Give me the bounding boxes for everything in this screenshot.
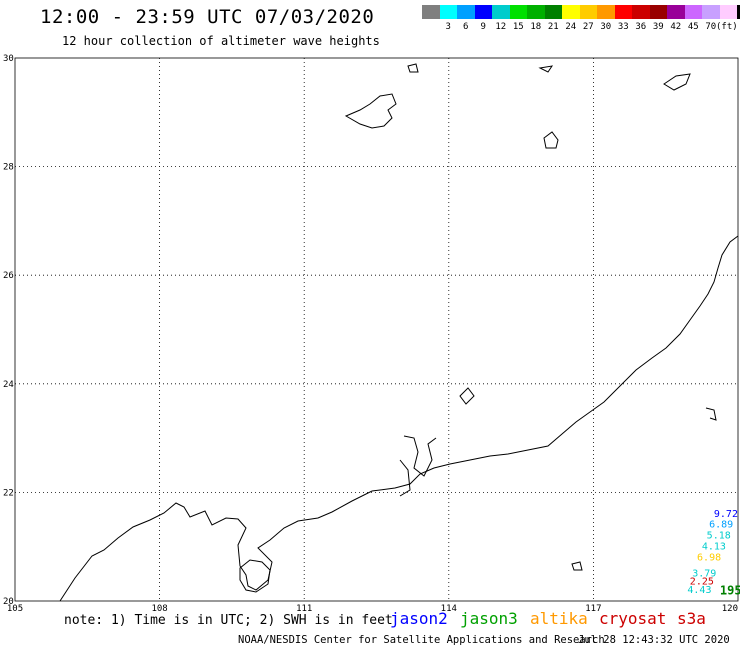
lat-tick-label: 30 (3, 54, 14, 64)
lon-tick-label: 105 (7, 604, 23, 614)
wave-height-label: 6.89 (709, 520, 733, 531)
wave-height-label: 5.18 (707, 531, 731, 542)
island-22n (571, 561, 583, 571)
colorbar-swatch (649, 5, 667, 19)
colorbar-label: 15 (512, 22, 524, 32)
legend-jason2: jason2 (390, 609, 448, 628)
colorbar-label: 21 (547, 22, 559, 32)
colorbar-swatch (684, 5, 702, 19)
legend-jason3: jason3 (460, 609, 518, 628)
colorbar-label: 27 (582, 22, 594, 32)
wave-height-label: 6.98 (697, 552, 721, 563)
colorbar-labels: 3 6 9 12 15 18 21 24 27 30 33 36 39 42 45 70 (422, 22, 720, 32)
colorbar-label: 45 (687, 22, 699, 32)
colorbar-label: 12 (495, 22, 507, 32)
wave-height-label: 4.43 (687, 585, 711, 596)
lake-north-1 (344, 93, 397, 129)
legend-s3a: s3a (677, 609, 706, 628)
lat-tick-label: 26 (3, 271, 14, 281)
footer-credit: NOAA/NESDIS Center for Satellite Applica… (238, 634, 605, 646)
wave-height-label: 4.13 (702, 541, 726, 552)
lon-tick-label: 117 (585, 604, 601, 614)
colorbar-swatch (632, 5, 650, 19)
map-grid (15, 58, 738, 601)
coastline-delta (399, 435, 437, 497)
colorbar-label: 30 (600, 22, 612, 32)
lake-north-2 (543, 131, 559, 149)
colorbar-label: 42 (670, 22, 682, 32)
colorbar-label: 9 (480, 22, 486, 32)
lon-tick-label: 111 (296, 604, 312, 614)
colorbar-label: 39 (652, 22, 664, 32)
colorbar-swatch (474, 5, 492, 19)
colorbar-swatch (509, 5, 527, 19)
map-title: 12:00 - 23:59 UTC 07/03/2020 (40, 6, 375, 28)
coastline-china (59, 235, 739, 602)
lat-tick-label: 28 (3, 163, 14, 173)
lon-tick-label: 108 (151, 604, 167, 614)
colorbar-label: 18 (530, 22, 542, 32)
map-frame (14, 57, 739, 602)
colorbar-label: 24 (565, 22, 577, 32)
footer-note: note: 1) Time is in UTC; 2) SWH is in fe… (64, 613, 393, 628)
colorbar-swatch (702, 5, 720, 19)
colorbar-swatch (544, 5, 562, 19)
lat-tick-label: 20 (3, 597, 14, 607)
colorbar-swatch (527, 5, 545, 19)
colorbar (422, 5, 740, 19)
colorbar-swatch (457, 5, 475, 19)
colorbar-swatch (422, 5, 440, 19)
observation-labels: 9.72 5.184.13 6.89 6.98 3.792.254.43 195 (687, 509, 740, 598)
colorbar-swatch (579, 5, 597, 19)
colorbar-swatch (614, 5, 632, 19)
colorbar-swatch (492, 5, 510, 19)
colorbar-label: 33 (617, 22, 629, 32)
legend-altika: altika (530, 609, 588, 628)
lon-tick-label: 120 (722, 604, 738, 614)
colorbar-label: 36 (635, 22, 647, 32)
wave-height-label: 2.25 (690, 577, 714, 588)
colorbar-swatch (737, 5, 740, 19)
wave-height-label: 195 (720, 583, 740, 597)
map-subtitle: 12 hour collection of altimeter wave hei… (62, 34, 380, 48)
colorbar-swatch (439, 5, 457, 19)
colorbar-swatch (719, 5, 737, 19)
colorbar-label: 70 (705, 22, 717, 32)
colorbar-swatch (597, 5, 615, 19)
colorbar-label: 3 (445, 22, 451, 32)
footer-timestamp: Jul 28 12:43:32 UTC 2020 (578, 634, 730, 646)
lon-tick-label: 114 (441, 604, 457, 614)
coastline-peninsula (239, 559, 271, 593)
legend-cryosat: cryosat (599, 609, 667, 628)
lake-north-4 (407, 63, 554, 73)
coastline-taiwan (705, 407, 717, 421)
colorbar-swatch (562, 5, 580, 19)
lake-north-3 (663, 73, 691, 91)
island-24n (459, 387, 475, 405)
wave-height-label: 9.72 (714, 509, 738, 520)
wave-height-label: 3.79 (692, 569, 716, 580)
colorbar-label: 6 (463, 22, 469, 32)
colorbar-unit: (ft) (716, 22, 738, 32)
colorbar-swatch (667, 5, 685, 19)
lat-tick-label: 24 (3, 380, 14, 390)
lat-tick-label: 22 (3, 488, 14, 498)
